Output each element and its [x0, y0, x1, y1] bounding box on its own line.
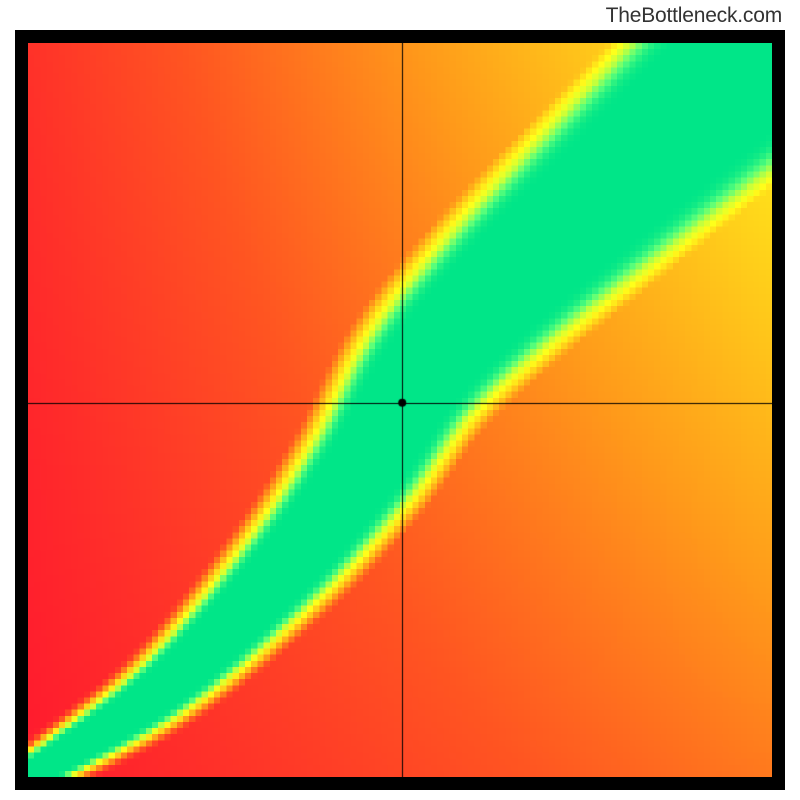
crosshair-overlay [28, 43, 772, 777]
watermark-text: TheBottleneck.com [606, 4, 782, 28]
